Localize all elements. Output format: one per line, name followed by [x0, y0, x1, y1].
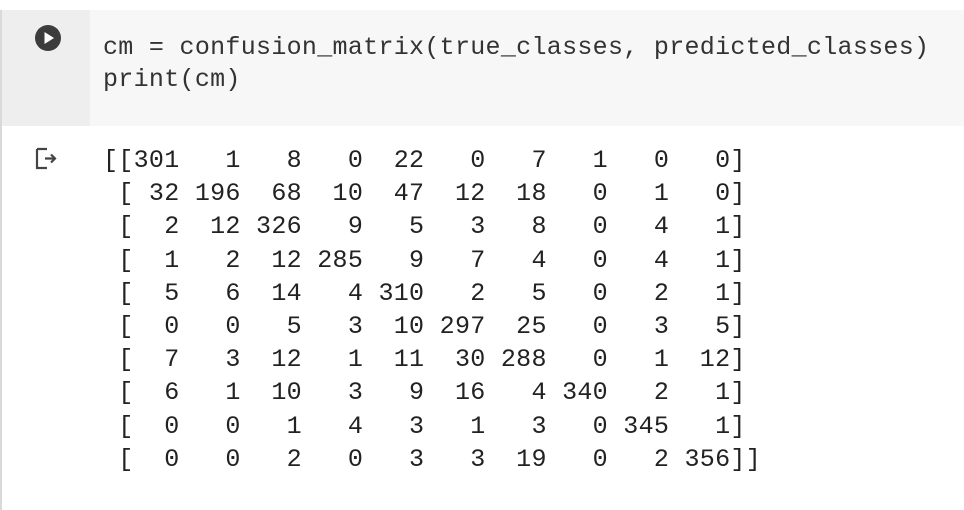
output-line: [ 6 1 10 3 9 16 4 340 2 1]: [103, 378, 746, 408]
output-line: [ 5 6 14 4 310 2 5 0 2 1]: [103, 278, 746, 308]
output-line: [ 0 0 2 0 3 3 19 0 2 356]]: [103, 444, 762, 474]
code-area: [90, 10, 964, 126]
output-line: [ 0 0 1 4 3 1 3 0 345 1]: [103, 411, 746, 441]
code-line: cm = confusion_matrix(true_classes, pred…: [103, 33, 930, 62]
output-line: [[301 1 8 0 22 0 7 1 0 0]: [103, 146, 746, 175]
output-line: [ 32 196 68 10 47 12 18 0 1 0]: [103, 179, 746, 209]
output-icon[interactable]: [34, 146, 60, 172]
output-line: [ 7 3 12 1 11 30 288 0 1 12]: [103, 345, 746, 375]
cell-border: [0, 10, 2, 510]
output-line: [ 0 0 5 3 10 297 25 0 3 5]: [103, 312, 746, 341]
output-line: [ 1 2 12 285 9 7 4 0 4 1]: [103, 245, 746, 275]
run-button[interactable]: [34, 24, 62, 52]
output-line: [ 2 12 326 9 5 3 8 0 4 1]: [103, 212, 746, 242]
code-line: print(cm): [103, 65, 241, 94]
